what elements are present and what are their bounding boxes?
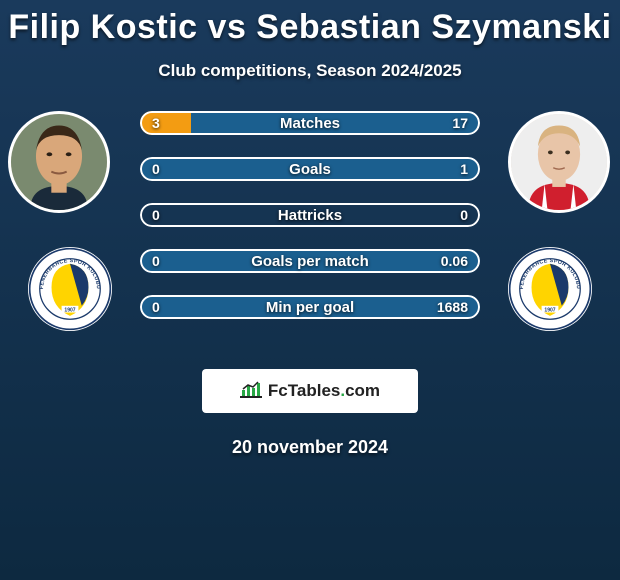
stat-bar: 0 Goals per match 0.06 [140,249,480,273]
stat-right-value: 0 [460,203,468,227]
date-label: 20 november 2024 [0,437,620,458]
stat-label: Min per goal [140,295,480,319]
stat-bar: 3 Matches 17 [140,111,480,135]
stat-label: Hattricks [140,203,480,227]
player-left-club-badge: 1907 FENERBAHCE SPOR KULUBU [28,247,112,331]
stat-bar: 0 Min per goal 1688 [140,295,480,319]
svg-text:1907: 1907 [64,308,75,314]
stat-right-value: 1 [460,157,468,181]
stat-label: Goals per match [140,249,480,273]
player-right-club-badge: 1907 FENERBAHCE SPOR KULUBU [508,247,592,331]
stat-right-value: 0.06 [441,249,468,273]
page-title: Filip Kostic vs Sebastian Szymanski [0,0,620,47]
comparison-area: 1907 FENERBAHCE SPOR KULUBU 1907 FENERBA… [0,111,620,361]
stat-label: Goals [140,157,480,181]
player-left-avatar [8,111,110,213]
subtitle: Club competitions, Season 2024/2025 [0,61,620,81]
chart-icon [240,380,262,403]
stat-bar: 0 Goals 1 [140,157,480,181]
stat-right-value: 1688 [437,295,468,319]
stat-right-value: 17 [452,111,468,135]
stat-bars: 3 Matches 17 0 Goals 1 0 Hattricks 0 0 G… [140,111,480,341]
brand-badge: FcTables.comFcTables.com [202,369,418,413]
player-right-avatar [508,111,610,213]
svg-text:1907: 1907 [544,308,555,314]
stat-label: Matches [140,111,480,135]
stat-bar: 0 Hattricks 0 [140,203,480,227]
brand-text: FcTables.comFcTables.com [268,381,380,401]
